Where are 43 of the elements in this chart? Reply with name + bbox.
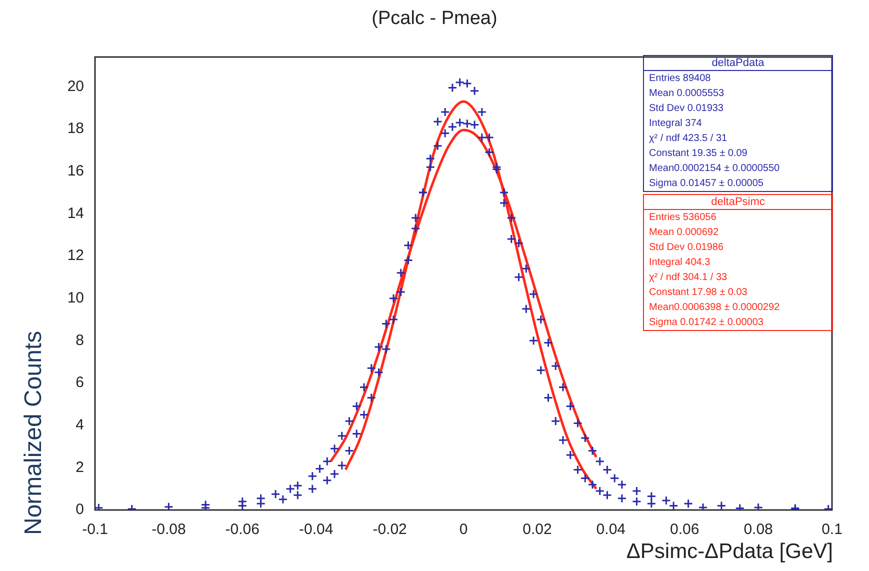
y-axis-title: Normalized Counts — [20, 330, 48, 535]
annotation: Entries 536056 — [648, 211, 718, 225]
annotation: Std Dev 0.01933 — [648, 102, 724, 116]
annotation: Mean 0.0005553 — [648, 87, 726, 101]
annotation: Sigma 0.01457 ± 0.00005 — [648, 177, 764, 191]
annotation: Mean 0.000692 — [648, 226, 720, 240]
x-tick-label: 0.02 — [522, 521, 552, 538]
x-tick-label: 0.08 — [744, 521, 773, 538]
y-tick-label: 8 — [76, 332, 84, 349]
annotation: Integral 374 — [648, 117, 703, 131]
x-tick-label: -0.02 — [372, 521, 407, 538]
x-tick-label: 0.04 — [596, 521, 626, 538]
annotation: Constant 17.98 ± 0.03 — [648, 286, 748, 300]
annotation: χ² / ndf 304.1 / 33 — [648, 271, 728, 285]
annotation: Constant 19.35 ± 0.09 — [648, 147, 748, 161]
y-tick-label: 10 — [67, 289, 84, 306]
annotation: Mean0.0006398 ± 0.0000292 — [648, 301, 781, 315]
x-tick-label: -0.08 — [152, 521, 186, 538]
y-tick-label: 18 — [67, 120, 84, 138]
x-axis-title: ΔPsimc-ΔPdata [GeV] — [626, 540, 833, 564]
x-tick-label: 0.06 — [670, 521, 700, 538]
annotation: deltaPsimc — [644, 195, 832, 210]
annotation: Std Dev 0.01986 — [648, 241, 724, 255]
y-tick-label: 20 — [67, 78, 84, 95]
x-tick-label: -0.1 — [82, 521, 108, 538]
y-tick-label: 4 — [76, 416, 84, 434]
annotation: deltaPdata — [644, 56, 832, 71]
annotation: Sigma 0.01742 ± 0.00003 — [648, 316, 764, 330]
x-tick-label: -0.06 — [225, 521, 260, 538]
x-tick-label: -0.04 — [299, 521, 334, 538]
annotation: Mean0.0002154 ± 0.0000550 — [648, 162, 781, 176]
x-tick-label: 0.1 — [822, 521, 842, 538]
y-tick-label: 14 — [67, 204, 84, 222]
y-tick-label: 12 — [67, 247, 84, 264]
y-tick-label: 2 — [76, 458, 84, 476]
y-tick-label: 16 — [67, 162, 84, 180]
annotation: Integral 404.3 — [648, 256, 712, 270]
y-tick-label: 6 — [76, 374, 84, 392]
y-tick-label: 0 — [76, 501, 84, 518]
annotation: χ² / ndf 423.5 / 31 — [648, 132, 728, 146]
chart-title: (Pcalc - Pmea) — [370, 8, 498, 30]
annotation: Entries 89408 — [648, 72, 712, 86]
x-tick-label: 0 — [459, 521, 468, 538]
